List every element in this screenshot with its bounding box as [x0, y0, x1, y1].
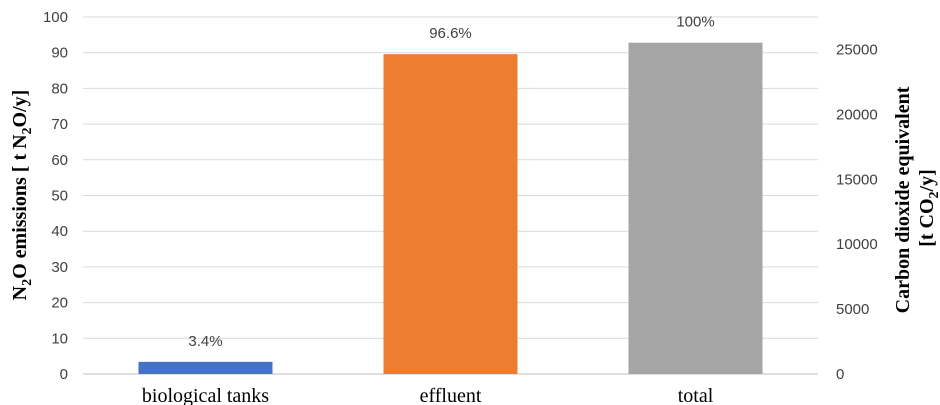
data-label: 100% [676, 14, 714, 31]
data-labels: 3.4% 96.6% 100% [188, 14, 714, 350]
y-tick-label: 80 [51, 80, 68, 97]
y-tick-label: 60 [51, 152, 68, 169]
category-label: total [678, 385, 714, 405]
bar-effluent [383, 54, 518, 375]
y-tick-label: 30 [51, 259, 68, 276]
y-axis-title: N2O emissions [ t N2O/y] [9, 90, 35, 301]
y-tick-label: 100 [43, 9, 68, 26]
y-tick-label: 20 [51, 295, 68, 312]
y2-tick-label: 25000 [836, 41, 878, 58]
y2-tick-label: 0 [836, 366, 844, 383]
y2-tick-label: 15000 [836, 171, 878, 188]
y2-axis-title: Carbon dioxide equivalent [t CO2/y] [892, 86, 940, 313]
data-label: 96.6% [429, 25, 472, 42]
y-tick-label: 0 [60, 366, 68, 383]
y2-tick-label: 5000 [836, 301, 869, 318]
y-tick-label: 50 [51, 188, 68, 205]
y-axis-ticks: 0 10 20 30 40 50 60 70 80 90 100 [43, 9, 68, 383]
y2-tick-label: 20000 [836, 106, 878, 123]
y2-axis-title-line2: [t CO2/y] [916, 169, 940, 247]
y-tick-label: 10 [51, 330, 68, 347]
category-label: biological tanks [142, 385, 269, 405]
y2-axis-title-line1: Carbon dioxide equivalent [892, 86, 914, 313]
y-tick-label: 70 [51, 116, 68, 133]
category-label: effluent [420, 385, 482, 405]
bar-total [628, 42, 763, 374]
x-axis-categories: biological tanks effluent total [142, 385, 714, 405]
y-tick-label: 40 [51, 223, 68, 240]
bar-biological-tanks [138, 361, 273, 374]
bars [138, 42, 763, 375]
y2-axis-ticks: 0 5000 10000 15000 20000 25000 [836, 41, 878, 383]
y-tick-label: 90 [51, 45, 68, 62]
data-label: 3.4% [188, 333, 222, 350]
y2-tick-label: 10000 [836, 236, 878, 253]
